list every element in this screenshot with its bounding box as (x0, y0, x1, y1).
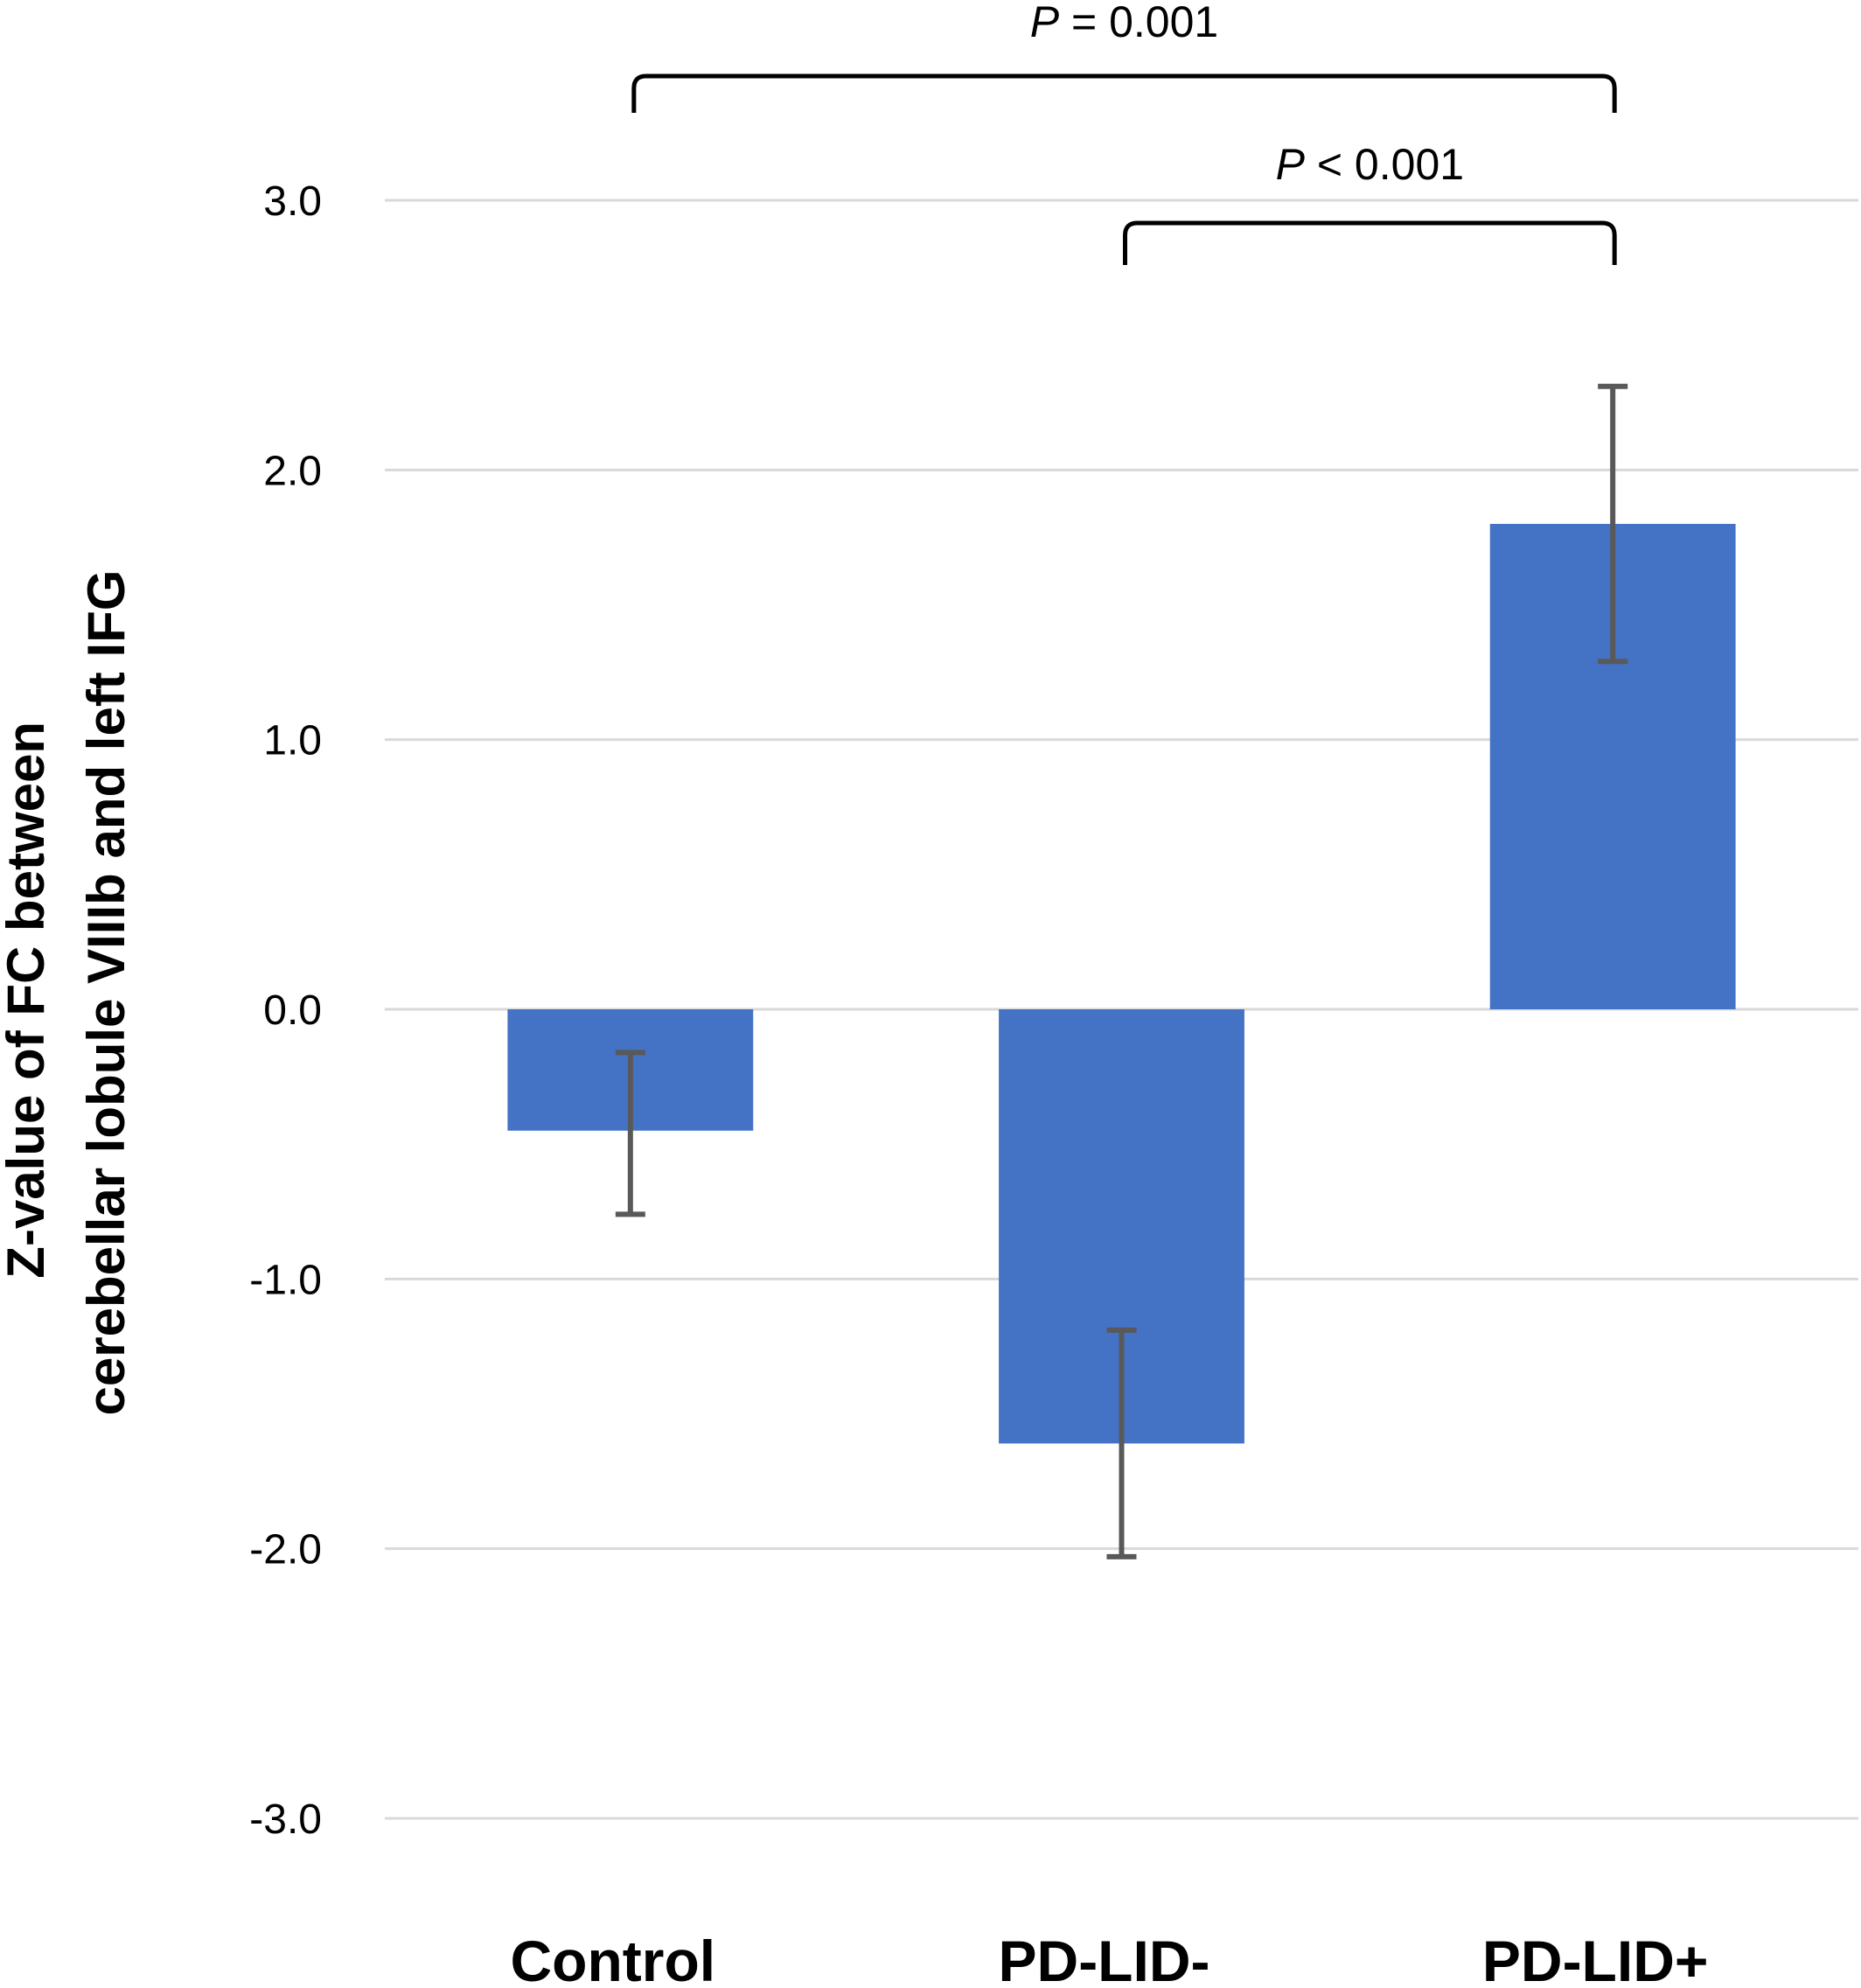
error-bars (615, 383, 1628, 1559)
y-axis-ticks: 3.0 2.0 1.0 0.0 -1.0 -2.0 -3.0 (249, 178, 322, 1843)
significance-label: P = 0.001 (1030, 0, 1218, 46)
y-tick-label: -1.0 (249, 1257, 322, 1303)
significance-bracket: P < 0.001 (1123, 140, 1617, 265)
x-category-label: Control (511, 1929, 716, 1988)
significance-brackets: P = 0.001 P < 0.001 (631, 0, 1617, 265)
y-axis-label: Z-value of FC between cerebellar lobule … (0, 570, 136, 1416)
y-tick-label: 3.0 (263, 178, 322, 225)
error-bar (1106, 1327, 1137, 1559)
x-category-label: PD-LID+ (1482, 1929, 1709, 1988)
y-axis-label-line2: cerebellar lobule VIIIb and left IFG (77, 570, 136, 1416)
error-bar (1598, 383, 1628, 665)
y-tick-label: -2.0 (249, 1527, 322, 1573)
y-tick-label: 2.0 (263, 448, 322, 494)
x-category-label: PD-LID- (999, 1929, 1210, 1988)
significance-bracket: P = 0.001 (631, 0, 1617, 113)
y-tick-label: 0.0 (263, 987, 322, 1034)
significance-label: P < 0.001 (1276, 140, 1464, 189)
y-axis-label-line1: Z-value of FC between (0, 722, 55, 1279)
bars (507, 524, 1736, 1444)
x-axis-categories: Control PD-LID- PD-LID+ (511, 1929, 1709, 1988)
error-bar (615, 1050, 645, 1217)
y-tick-label: -3.0 (249, 1796, 322, 1843)
y-tick-label: 1.0 (263, 718, 322, 764)
